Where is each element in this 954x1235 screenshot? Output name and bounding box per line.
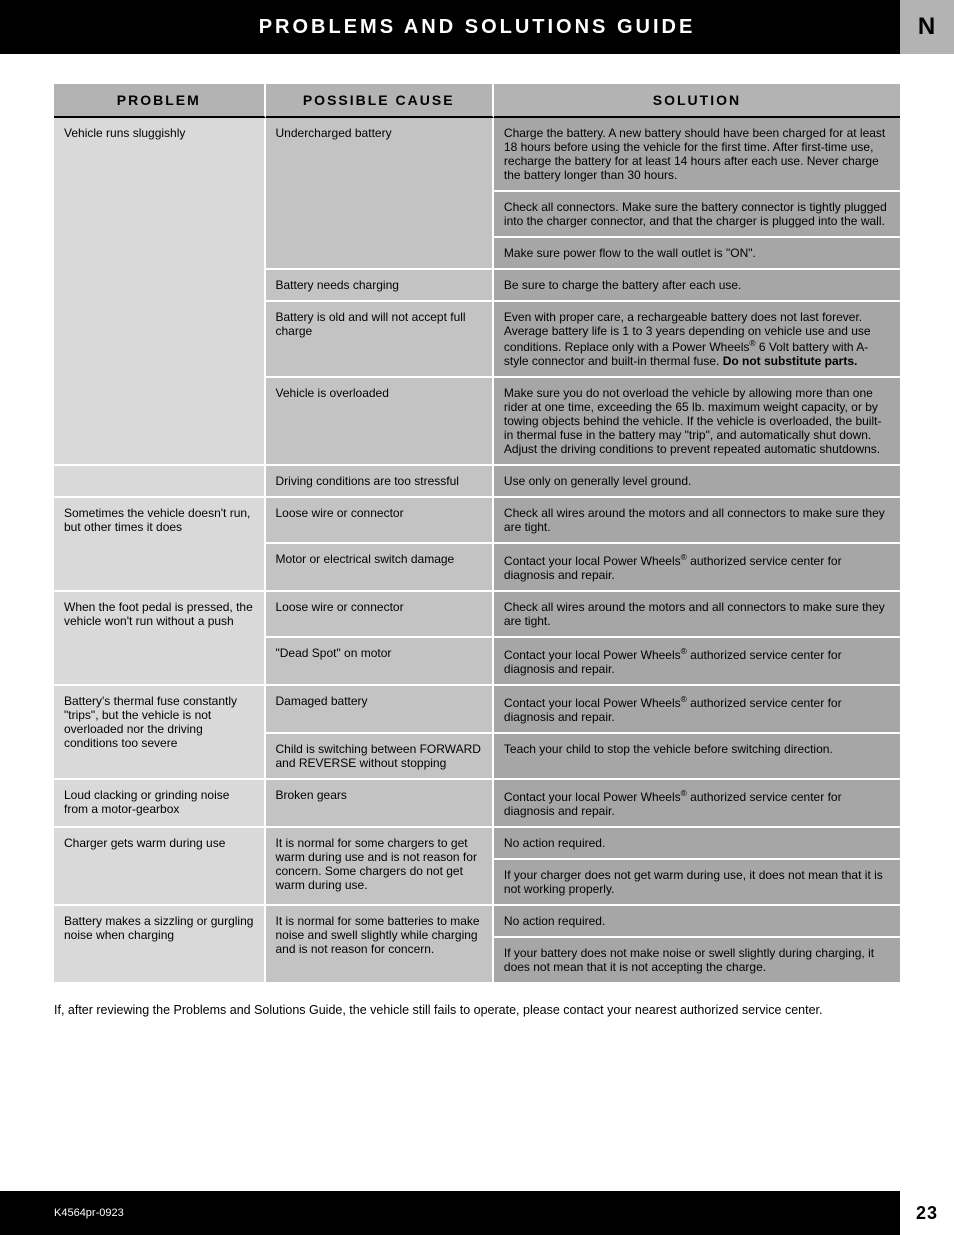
- cause-cell: Undercharged battery: [266, 118, 494, 270]
- solution-cell: Make sure power flow to the wall outlet …: [494, 238, 900, 270]
- problem-cell: Loud clacking or grinding noise from a m…: [54, 780, 266, 828]
- content-area: PROBLEM POSSIBLE CAUSE SOLUTION Vehicle …: [0, 54, 954, 1020]
- table-header-row: PROBLEM POSSIBLE CAUSE SOLUTION: [54, 84, 900, 118]
- cause-cell: Battery needs charging: [266, 270, 494, 302]
- cause-cell: "Dead Spot" on motor: [266, 638, 494, 686]
- cause-cell: Vehicle is overloaded: [266, 378, 494, 466]
- cause-cell: Battery is old and will not accept full …: [266, 302, 494, 378]
- problem-cell: When the foot pedal is pressed, the vehi…: [54, 592, 266, 686]
- solution-cell: Teach your child to stop the vehicle bef…: [494, 734, 900, 780]
- table-row: Sometimes the vehicle doesn't run, but o…: [54, 498, 900, 544]
- cause-cell: It is normal for some batteries to make …: [266, 906, 494, 984]
- solution-cell: Check all wires around the motors and al…: [494, 592, 900, 638]
- cause-cell: Motor or electrical switch damage: [266, 544, 494, 592]
- col-header-solution: SOLUTION: [494, 84, 900, 118]
- solution-cell: Even with proper care, a rechargeable ba…: [494, 302, 900, 378]
- table-row: Driving conditions are too stressfulUse …: [54, 466, 900, 498]
- solution-cell: Check all connectors. Make sure the batt…: [494, 192, 900, 238]
- solution-cell: If your battery does not make noise or s…: [494, 938, 900, 984]
- table-row: Vehicle runs sluggishlyUndercharged batt…: [54, 118, 900, 192]
- solution-cell: Contact your local Power Wheels® authori…: [494, 544, 900, 592]
- cause-cell: Damaged battery: [266, 686, 494, 734]
- problem-cell: Charger gets warm during use: [54, 828, 266, 906]
- cause-cell: Driving conditions are too stressful: [266, 466, 494, 498]
- col-header-problem: PROBLEM: [54, 84, 266, 118]
- cause-cell: Child is switching between FORWARD and R…: [266, 734, 494, 780]
- cause-cell: Loose wire or connector: [266, 498, 494, 544]
- solution-cell: Contact your local Power Wheels® authori…: [494, 686, 900, 734]
- solution-cell: Contact your local Power Wheels® authori…: [494, 638, 900, 686]
- header-bar: PROBLEMS AND SOLUTIONS GUIDE N: [0, 0, 954, 54]
- table-body: Vehicle runs sluggishlyUndercharged batt…: [54, 118, 900, 984]
- problem-cell: Vehicle runs sluggishly: [54, 118, 266, 466]
- bottom-bar: K4564pr-0923 23: [0, 1191, 954, 1235]
- solution-cell: No action required.: [494, 828, 900, 860]
- table-row: Loud clacking or grinding noise from a m…: [54, 780, 900, 828]
- troubleshooting-table: PROBLEM POSSIBLE CAUSE SOLUTION Vehicle …: [54, 84, 900, 984]
- problem-cell: Battery's thermal fuse constantly "trips…: [54, 686, 266, 780]
- cause-cell: It is normal for some chargers to get wa…: [266, 828, 494, 906]
- table-row: Battery makes a sizzling or gurgling noi…: [54, 906, 900, 938]
- problem-cell: [54, 466, 266, 498]
- section-letter-badge: N: [900, 0, 954, 54]
- solution-cell: No action required.: [494, 906, 900, 938]
- cause-cell: Loose wire or connector: [266, 592, 494, 638]
- problem-cell: Sometimes the vehicle doesn't run, but o…: [54, 498, 266, 592]
- solution-cell: Use only on generally level ground.: [494, 466, 900, 498]
- solution-cell: Be sure to charge the battery after each…: [494, 270, 900, 302]
- page-title: PROBLEMS AND SOLUTIONS GUIDE: [259, 16, 696, 39]
- table-row: Battery's thermal fuse constantly "trips…: [54, 686, 900, 734]
- col-header-cause: POSSIBLE CAUSE: [266, 84, 494, 118]
- footer-note: If, after reviewing the Problems and Sol…: [54, 1002, 900, 1020]
- cause-cell: Broken gears: [266, 780, 494, 828]
- solution-cell: Charge the battery. A new battery should…: [494, 118, 900, 192]
- document-id: K4564pr-0923: [54, 1207, 124, 1219]
- solution-cell: If your charger does not get warm during…: [494, 860, 900, 906]
- solution-cell: Make sure you do not overload the vehicl…: [494, 378, 900, 466]
- solution-cell: Contact your local Power Wheels® authori…: [494, 780, 900, 828]
- table-row: When the foot pedal is pressed, the vehi…: [54, 592, 900, 638]
- page-number: 23: [900, 1191, 954, 1235]
- table-row: Charger gets warm during useIt is normal…: [54, 828, 900, 860]
- solution-cell: Check all wires around the motors and al…: [494, 498, 900, 544]
- problem-cell: Battery makes a sizzling or gurgling noi…: [54, 906, 266, 984]
